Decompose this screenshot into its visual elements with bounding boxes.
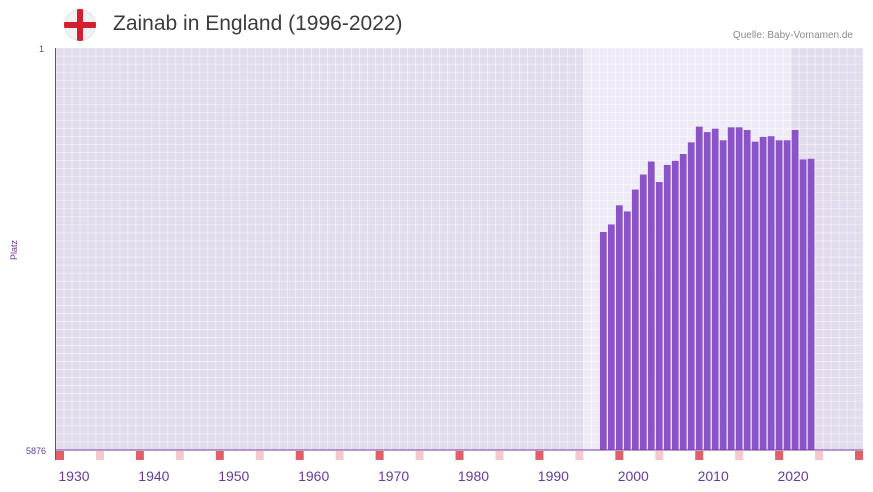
decade-marker-1928 [56, 451, 64, 460]
x-tick-label-1940: 1940 [138, 468, 169, 484]
midpoint-marker-1933 [95, 451, 104, 460]
decade-marker-2028 [855, 451, 863, 460]
bar-2005 [671, 160, 679, 450]
bar-2004 [663, 164, 671, 450]
decade-marker-2018 [775, 451, 784, 460]
bar-2006 [679, 153, 687, 450]
source-credit: Quelle: Baby-Vornamen.de [732, 30, 853, 41]
bar-1996 [599, 231, 607, 450]
bar-2007 [687, 142, 695, 450]
midpoint-marker-1953 [255, 451, 264, 460]
y-tick-label-bottom: 5876 [26, 446, 46, 456]
midpoint-marker-1973 [415, 451, 424, 460]
decade-marker-1998 [615, 451, 624, 460]
x-tick-label-2020: 2020 [778, 468, 809, 484]
x-tick-label-1960: 1960 [298, 468, 329, 484]
england-flag-icon [64, 9, 96, 41]
bar-2002 [647, 161, 655, 451]
chart-header: Zainab in England (1996-2022) Quelle: Ba… [0, 0, 873, 48]
bar-1999 [623, 211, 631, 450]
bar-2009 [703, 132, 711, 451]
decade-marker-1978 [455, 451, 464, 460]
bar-2022 [807, 158, 815, 450]
bar-1997 [607, 224, 615, 450]
midpoint-marker-2023 [815, 451, 824, 460]
x-tick-label-2000: 2000 [618, 468, 649, 484]
x-tick-label-2010: 2010 [698, 468, 729, 484]
x-tick-label-1980: 1980 [458, 468, 489, 484]
midpoint-marker-1943 [175, 451, 184, 460]
decade-marker-1988 [535, 451, 544, 460]
x-tick-labels: 1930 1940 1950 1960 1970 1980 1990 2000 2010 2020 [58, 468, 808, 484]
midpoint-marker-2003 [655, 451, 664, 460]
year-markers [56, 451, 863, 460]
bar-2018 [775, 140, 783, 451]
bar-2003 [655, 182, 663, 450]
bar-2016 [759, 136, 767, 450]
bar-2000 [631, 189, 639, 450]
y-tick-label-top: 1 [39, 44, 44, 54]
midpoint-marker-1993 [575, 451, 584, 460]
midpoint-marker-1983 [495, 451, 504, 460]
bar-2015 [751, 141, 759, 450]
bar-2017 [767, 136, 775, 451]
bar-2019 [783, 140, 791, 451]
bar-2011 [719, 140, 727, 451]
x-tick-label-1990: 1990 [538, 468, 569, 484]
midpoint-marker-2013 [735, 451, 744, 460]
x-tick-label-1930: 1930 [58, 468, 89, 484]
bar-2021 [799, 159, 807, 450]
bar-2010 [711, 128, 719, 450]
decade-marker-1948 [215, 451, 224, 460]
x-tick-label-1970: 1970 [378, 468, 409, 484]
decade-marker-1938 [135, 451, 144, 460]
bar-1998 [615, 205, 623, 450]
decade-marker-2008 [695, 451, 704, 460]
decade-marker-1968 [375, 451, 384, 460]
bar-2014 [743, 130, 751, 450]
y-axis-label: Platz [9, 239, 19, 260]
bar-2008 [695, 126, 703, 450]
bar-2020 [791, 130, 799, 450]
bar-2013 [735, 127, 743, 451]
x-tick-label-1950: 1950 [218, 468, 249, 484]
chart-title: Zainab in England (1996-2022) [113, 12, 403, 35]
bar-series [599, 126, 815, 451]
midpoint-marker-1963 [335, 451, 344, 460]
decade-marker-1958 [295, 451, 304, 460]
bar-2012 [727, 127, 735, 451]
bar-2001 [639, 174, 647, 451]
